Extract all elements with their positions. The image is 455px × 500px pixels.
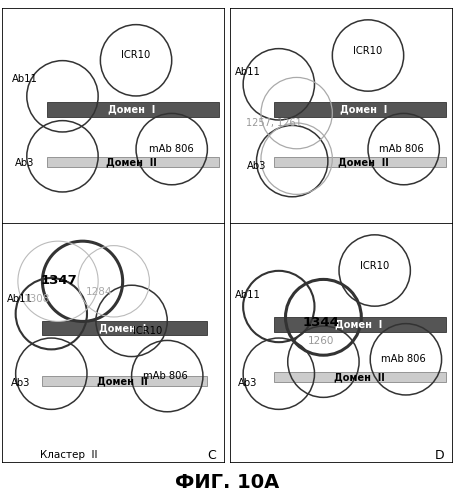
Text: A: A (207, 234, 216, 247)
Text: Домен  II: Домен II (106, 158, 157, 168)
Bar (274, 318, 446, 332)
Text: Домен  I: Домен I (335, 320, 383, 330)
Text: Ab11: Ab11 (7, 294, 33, 304)
Text: 1260: 1260 (308, 336, 334, 346)
Text: ФИГ. 10А: ФИГ. 10А (175, 474, 280, 492)
Text: Ab11: Ab11 (235, 290, 261, 300)
Text: mAb 806: mAb 806 (143, 371, 187, 381)
Text: 1308: 1308 (24, 294, 50, 304)
FancyBboxPatch shape (2, 8, 225, 248)
Text: 1344: 1344 (303, 316, 339, 328)
Bar (274, 372, 446, 382)
Text: mAb 806: mAb 806 (379, 144, 424, 154)
Text: Домен  II: Домен II (334, 372, 384, 382)
Text: 1347: 1347 (41, 274, 77, 286)
Text: Домен  II: Домен II (338, 158, 389, 168)
Text: 1284: 1284 (86, 287, 112, 297)
Text: C: C (207, 449, 216, 462)
Text: Домен  I: Домен I (340, 104, 387, 115)
Text: ICR10: ICR10 (360, 260, 389, 270)
Text: Ab3: Ab3 (238, 378, 257, 388)
Text: Домен  II: Домен II (97, 376, 148, 386)
Text: 1257, 1261: 1257, 1261 (247, 118, 302, 128)
Text: Ab11: Ab11 (235, 68, 261, 78)
Text: B: B (435, 234, 444, 247)
FancyBboxPatch shape (230, 222, 453, 462)
FancyBboxPatch shape (2, 222, 225, 462)
Text: Ab11: Ab11 (12, 74, 37, 85)
Bar (42, 321, 207, 336)
Text: Кластер  I: Кластер I (276, 236, 331, 246)
Bar (274, 102, 446, 117)
Bar (42, 376, 207, 386)
Text: mAb 806: mAb 806 (149, 144, 194, 154)
Text: Домен  I: Домен I (99, 323, 147, 333)
Text: ICR10: ICR10 (132, 326, 162, 336)
Text: Ab3: Ab3 (10, 378, 30, 388)
Text: Домен  I: Домен I (108, 104, 155, 115)
Text: Ab3: Ab3 (15, 158, 34, 168)
Text: ICR10: ICR10 (121, 50, 151, 60)
Text: ICR10: ICR10 (354, 46, 383, 56)
Text: D: D (435, 449, 444, 462)
Bar (274, 158, 446, 168)
Text: mAb 806: mAb 806 (381, 354, 426, 364)
Text: Кластер  II: Кластер II (40, 450, 98, 460)
Bar (47, 158, 218, 168)
Bar (47, 102, 218, 117)
FancyBboxPatch shape (230, 8, 453, 248)
Text: Ab3: Ab3 (247, 161, 266, 171)
